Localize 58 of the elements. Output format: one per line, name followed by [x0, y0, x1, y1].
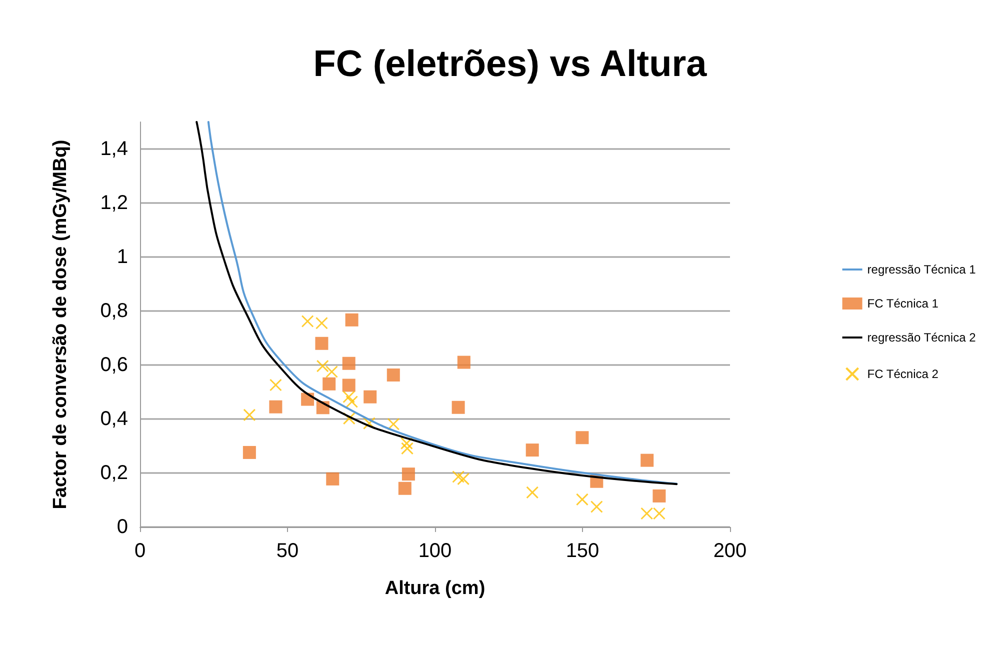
y-tick-label: 1: [116, 246, 128, 268]
point: [342, 412, 356, 425]
point: [326, 366, 338, 378]
point: [576, 493, 588, 506]
point: [386, 368, 400, 382]
point: [269, 400, 282, 414]
point: [345, 313, 358, 326]
point: [316, 360, 329, 372]
point: [342, 390, 356, 404]
point: [326, 472, 340, 486]
chart-title: FC (eletrões) vs Altura: [313, 43, 708, 84]
point: [387, 418, 400, 430]
point: [576, 431, 589, 444]
point: [457, 356, 470, 369]
point: [346, 395, 358, 408]
point: [640, 507, 654, 520]
point: [342, 356, 356, 370]
y-tick-label: 0,2: [100, 462, 128, 484]
point: [243, 408, 256, 422]
x-tick-label: 100: [418, 540, 452, 562]
legend-label: FC Técnica 2: [867, 367, 939, 381]
point: [652, 507, 666, 520]
y-tick-label: 1,2: [100, 192, 128, 214]
point: [590, 500, 603, 513]
point: [452, 400, 465, 414]
point: [457, 472, 470, 486]
point: [398, 482, 412, 495]
point: [452, 470, 465, 484]
point: [526, 486, 539, 499]
point: [362, 417, 376, 430]
y-tick-label: 0,6: [100, 354, 128, 376]
point: [301, 315, 314, 328]
point: [342, 378, 356, 392]
x-tick-label: 0: [134, 540, 146, 562]
point: [526, 444, 539, 457]
point: [401, 442, 414, 455]
point: [364, 390, 377, 404]
legend-label: regressão Técnica 2: [867, 330, 976, 344]
y-axis-title: Factor de conversão de dose (mGy/MBq): [50, 140, 71, 510]
y-tick-label: 0,8: [100, 300, 128, 322]
legend-label: FC Técnica 1: [867, 296, 939, 310]
point: [242, 446, 256, 459]
x-tick-label: 150: [566, 540, 600, 562]
y-tick-label: 0: [116, 516, 128, 538]
legend-label: regressão Técnica 1: [867, 262, 976, 276]
y-tick-label: 0,4: [100, 408, 128, 430]
x-tick-label: 50: [276, 540, 299, 562]
point: [400, 437, 413, 450]
point: [652, 489, 666, 502]
y-tick-label: 1,4: [100, 138, 128, 160]
point: [402, 468, 415, 481]
point: [315, 316, 328, 330]
x-tick-label: 200: [713, 540, 747, 562]
point: [640, 454, 654, 467]
point: [322, 377, 336, 390]
point: [269, 378, 282, 392]
point: [315, 336, 328, 350]
x-axis-title: Altura (cm): [384, 578, 486, 599]
